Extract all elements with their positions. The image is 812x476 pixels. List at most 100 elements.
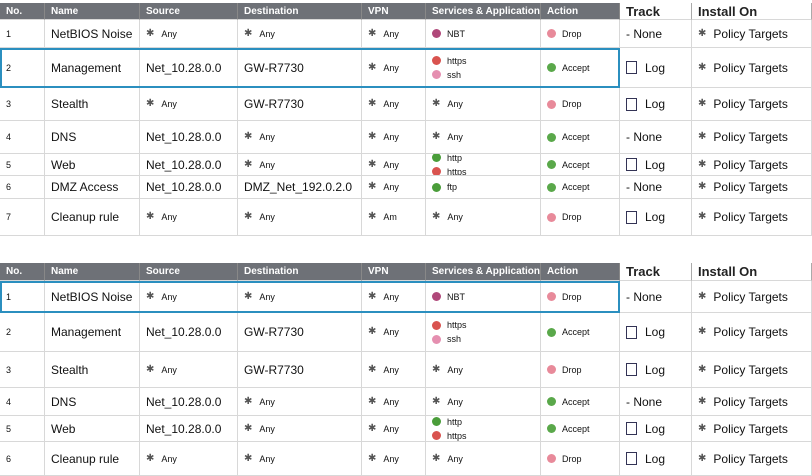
install-on: ✱ Policy Targets bbox=[698, 290, 811, 304]
action-icon bbox=[547, 63, 556, 72]
cell-text: Cleanup rule bbox=[51, 210, 120, 224]
cell-vpn: ✱ Any bbox=[362, 442, 426, 476]
header-text: VPN bbox=[368, 5, 389, 17]
column-header: Action bbox=[541, 263, 620, 281]
service-name: http bbox=[447, 416, 463, 427]
track: Log bbox=[626, 97, 691, 111]
action: Accept bbox=[547, 180, 619, 194]
cell-destination: ✱ Any bbox=[238, 154, 362, 176]
cell-text: Management bbox=[51, 325, 122, 339]
value: Cleanup rule bbox=[51, 452, 139, 466]
action: Accept bbox=[547, 61, 619, 75]
cell-services: ✱ Any bbox=[426, 352, 541, 388]
action-icon bbox=[547, 292, 556, 301]
service-name: NBT bbox=[447, 291, 465, 302]
value: ✱ Any bbox=[368, 452, 425, 466]
cell-text: Any bbox=[383, 453, 399, 464]
track-text: Log bbox=[645, 325, 666, 339]
cell-name: NetBIOS Noise bbox=[45, 20, 140, 48]
value: GW-R7730 bbox=[244, 325, 361, 339]
cell-text: Net_10.28.0.0 bbox=[146, 180, 222, 194]
column-header: Name bbox=[45, 3, 140, 20]
track: Log bbox=[626, 363, 691, 377]
cell-name: Cleanup rule bbox=[45, 442, 140, 476]
header-text: Source bbox=[146, 266, 180, 277]
cell-source: ✱ Any bbox=[140, 281, 238, 313]
cell-name: Web bbox=[45, 154, 140, 176]
cell-track: Log bbox=[620, 313, 692, 352]
cell-destination: ✱ Any bbox=[238, 199, 362, 236]
service-item: http bbox=[432, 154, 540, 165]
cell-install-on: ✱ Policy Targets bbox=[692, 176, 812, 199]
action-icon bbox=[547, 397, 556, 406]
value: Net_10.28.0.0 bbox=[146, 180, 237, 194]
cell-text: Any bbox=[259, 159, 275, 170]
cell-name: Management bbox=[45, 313, 140, 352]
install-on: ✱ Policy Targets bbox=[698, 210, 811, 224]
track: - None bbox=[626, 27, 691, 41]
cell-name: Web bbox=[45, 416, 140, 442]
rule-number: 4 bbox=[6, 132, 12, 142]
cell-vpn: ✱ Any bbox=[362, 20, 426, 48]
install-on: ✱ Policy Targets bbox=[698, 452, 811, 466]
cell-install-on: ✱ Policy Targets bbox=[692, 352, 812, 388]
cell-no: 7 bbox=[0, 199, 45, 236]
any-icon: ✱ bbox=[432, 395, 441, 407]
action: Drop bbox=[547, 97, 619, 111]
header-text: Install On bbox=[698, 3, 758, 19]
cell-text: GW-R7730 bbox=[244, 97, 304, 111]
cell-name: DNS bbox=[45, 388, 140, 416]
action: Accept bbox=[547, 395, 619, 409]
cell-text: GW-R7730 bbox=[244, 362, 304, 377]
value: ✱ Any bbox=[146, 97, 237, 111]
cell-text: Any bbox=[383, 28, 399, 39]
column-header: Destination bbox=[238, 3, 362, 20]
service-name: Any bbox=[447, 453, 463, 464]
cell-vpn: ✱ Any bbox=[362, 88, 426, 121]
action: Drop bbox=[547, 27, 619, 41]
service-item: https bbox=[432, 318, 540, 332]
cell-destination: ✱ Any bbox=[238, 388, 362, 416]
cell-no: 4 bbox=[0, 121, 45, 154]
action: Accept bbox=[547, 158, 619, 172]
service-icon bbox=[432, 56, 441, 65]
cell-install-on: ✱ Policy Targets bbox=[692, 88, 812, 121]
column-header: Install On bbox=[692, 263, 812, 281]
cell-vpn: ✱ Am bbox=[362, 199, 426, 236]
header-text: Name bbox=[51, 5, 79, 17]
cell-text: Any bbox=[383, 182, 399, 192]
cell-destination: GW-R7730 bbox=[238, 48, 362, 88]
any-icon: ✱ bbox=[368, 61, 377, 73]
cell-text: Any bbox=[259, 453, 275, 464]
cell-name: Management bbox=[45, 48, 140, 88]
cell-install-on: ✱ Policy Targets bbox=[692, 20, 812, 48]
cell-services: NBT bbox=[426, 281, 541, 313]
action: Drop bbox=[547, 210, 619, 224]
value: Management bbox=[51, 325, 139, 339]
cell-services: ✱ Any bbox=[426, 121, 541, 154]
install-target: Policy Targets bbox=[713, 210, 788, 224]
rule-number: 7 bbox=[6, 212, 12, 222]
target-icon: ✱ bbox=[698, 181, 707, 192]
track-text: Log bbox=[645, 60, 666, 75]
service-item: ✱ Any bbox=[432, 97, 540, 111]
target-icon: ✱ bbox=[698, 211, 707, 222]
any-icon: ✱ bbox=[244, 395, 253, 407]
install-target: Policy Targets bbox=[713, 157, 788, 172]
action-text: Drop bbox=[562, 291, 582, 302]
service-item: ssh bbox=[432, 332, 540, 346]
value: ✱ Any bbox=[368, 422, 425, 436]
track-text: Log bbox=[645, 451, 666, 466]
cell-install-on: ✱ Policy Targets bbox=[692, 388, 812, 416]
cell-source: ✱ Any bbox=[140, 88, 238, 121]
cell-text: Any bbox=[383, 396, 399, 407]
value: ✱ Any bbox=[244, 395, 361, 409]
cell-text: Any bbox=[161, 212, 177, 222]
cell-text: Net_10.28.0.0 bbox=[146, 157, 222, 172]
service-icon bbox=[432, 417, 441, 426]
track: Log bbox=[626, 210, 691, 224]
column-header: No. bbox=[0, 263, 45, 281]
service-name: https bbox=[447, 166, 467, 176]
action-icon bbox=[547, 132, 556, 142]
track-text: Log bbox=[645, 210, 666, 224]
